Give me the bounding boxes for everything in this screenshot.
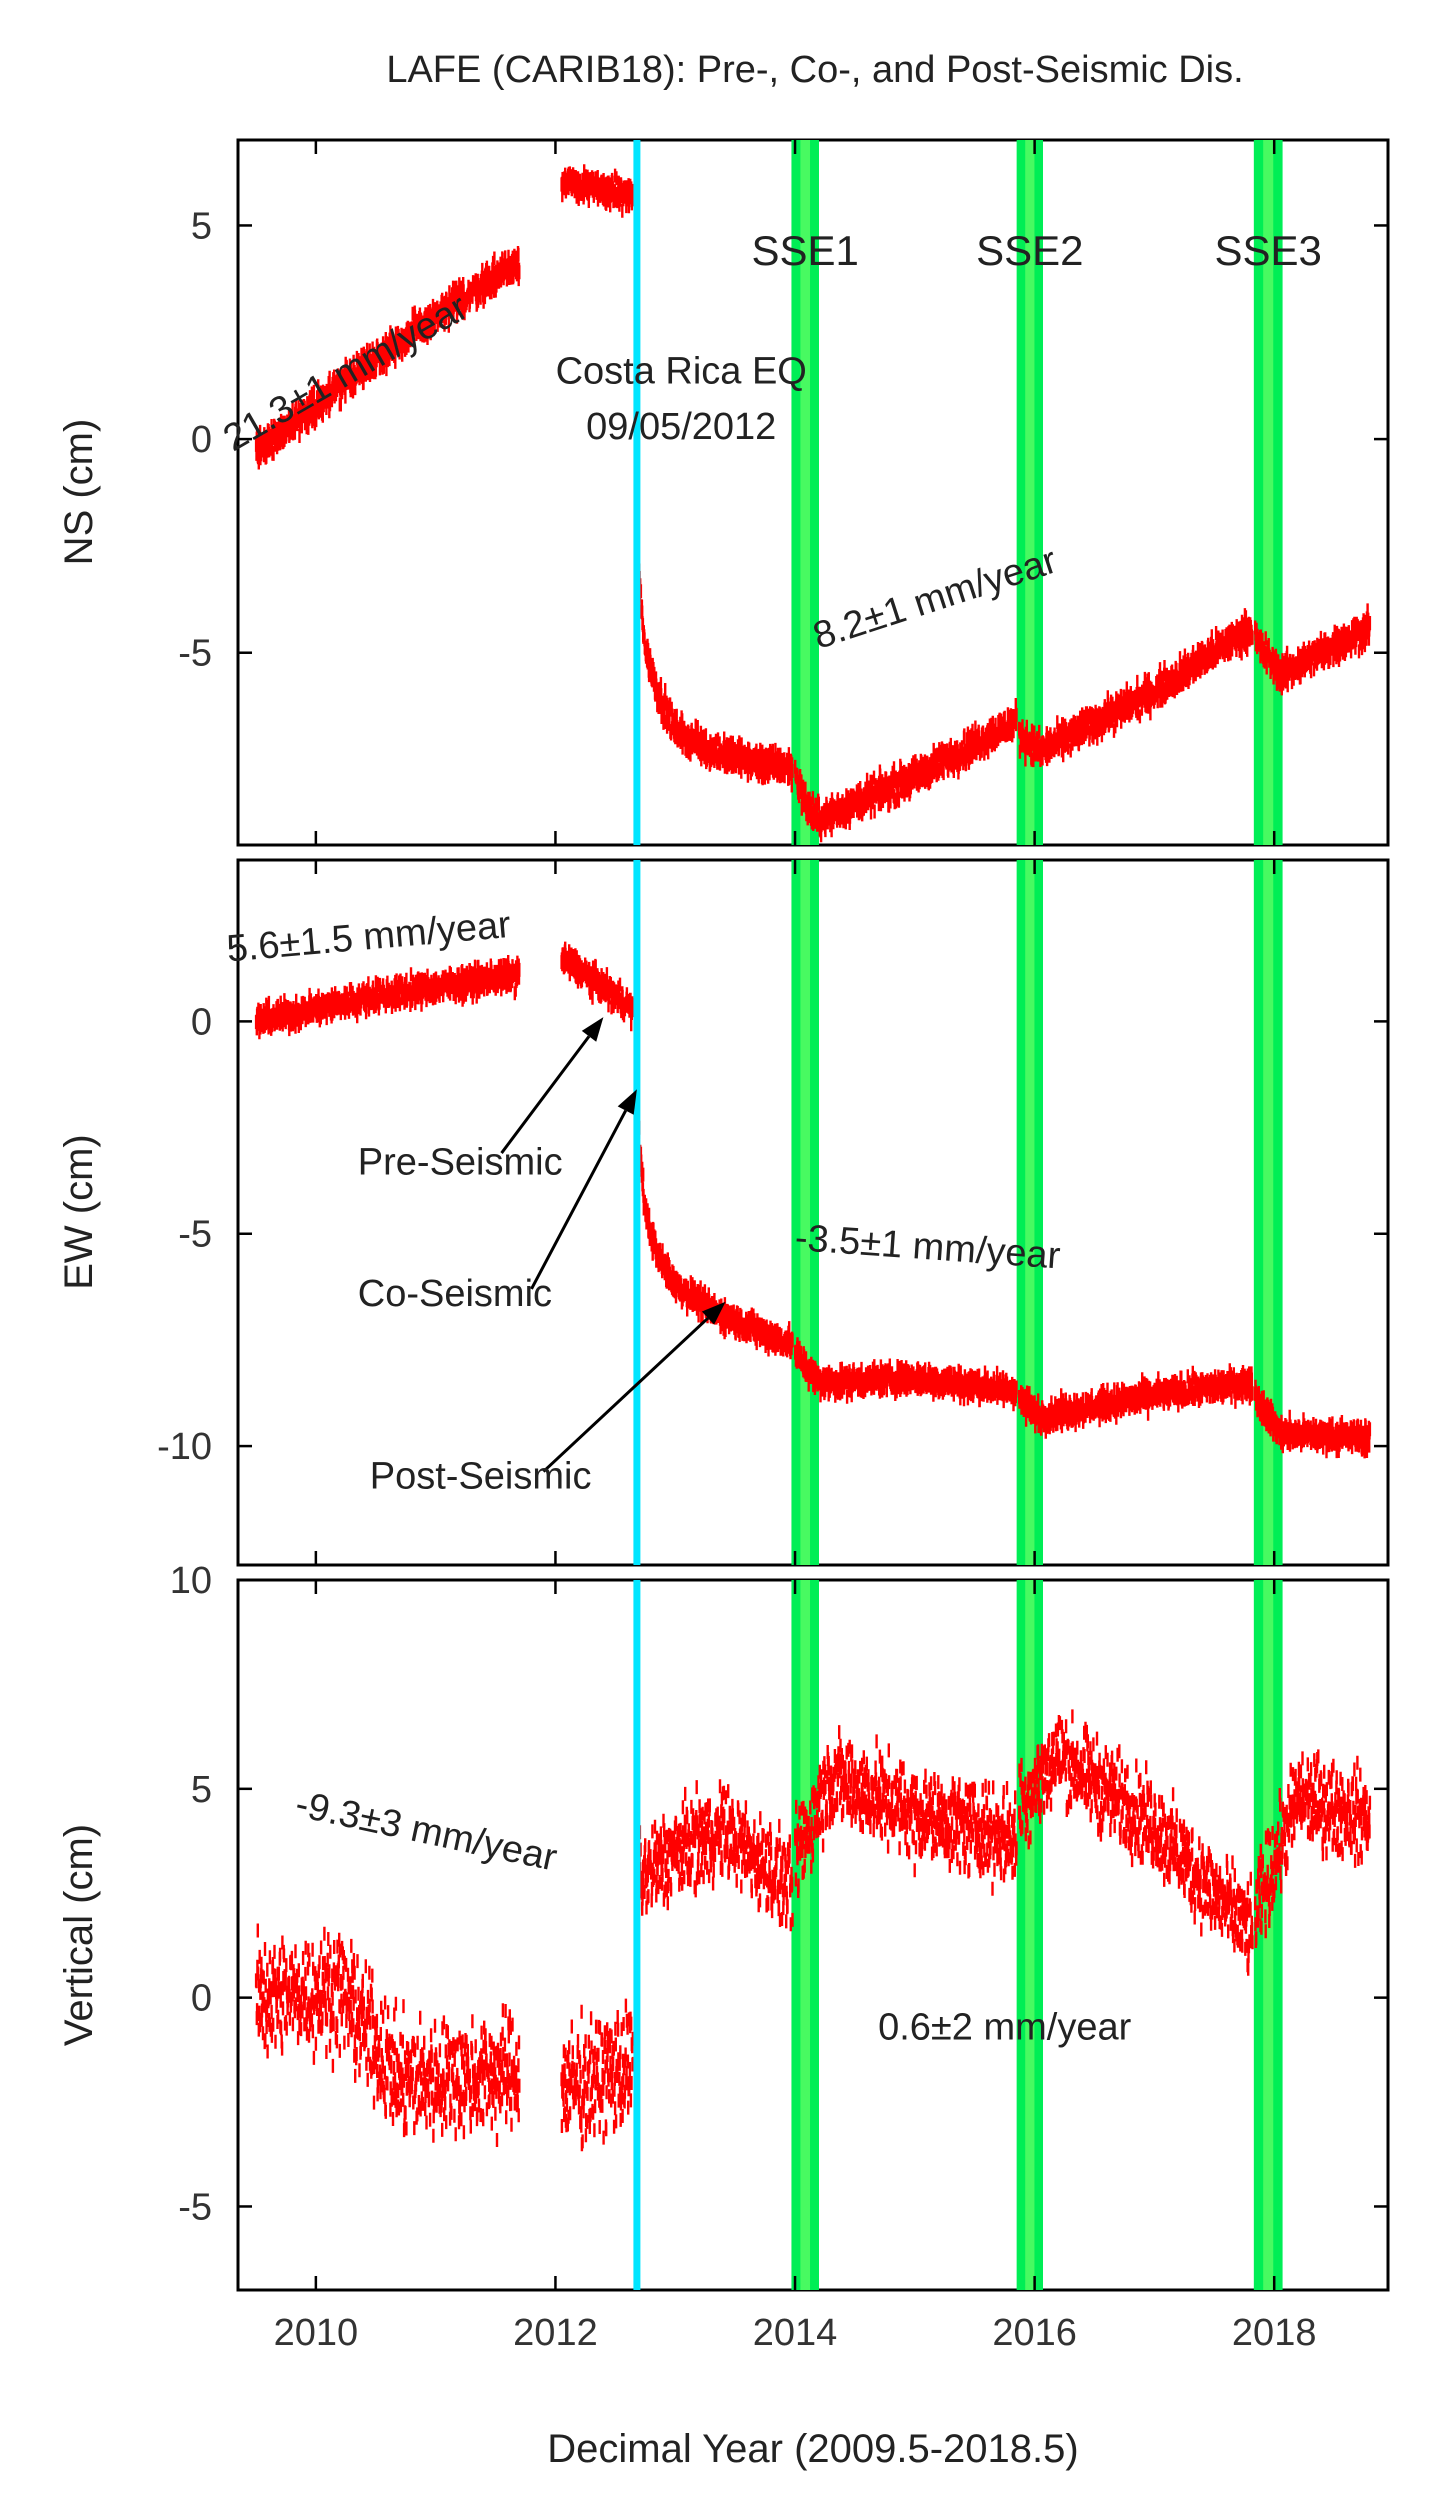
sse-label-3: SSE3 [1215,227,1322,274]
series-segment-4-vertical [794,1725,1018,1898]
annotation-ns-2: Costa Rica EQ [556,351,807,393]
series-segment-6-ns [1254,603,1372,696]
annotation-arrow-1 [500,1017,604,1154]
annotation-arrow-head-3 [701,1301,726,1325]
y-tick-label-vertical-0: 0 [191,1978,212,2020]
ylabel-vertical: Vertical (cm) [57,1824,101,2046]
y-tick-label-ew--5: -5 [178,1214,212,1256]
data-points-ew-1 [254,955,521,1040]
sse-core-2-vertical [1025,1580,1035,2290]
y-tick-label-ew--10: -10 [157,1426,212,1468]
x-tick-label-2014: 2014 [753,2312,838,2354]
annotation-ew-3: Co-Seismic [358,1273,552,1315]
x-tick-label-2010: 2010 [274,2312,359,2354]
annotation-arrow-shaft-3 [542,1316,710,1473]
sse-core-1-vertical [800,1580,811,2290]
x-tick-labels: 2010 2012 2014 2016 2018 [274,2312,1317,2354]
series-segment-5-ns [1018,608,1254,768]
data-points-vertical-4 [794,1725,1018,1898]
sse-core-3-ns [1263,140,1274,845]
ylabel-ew: EW (cm) [57,1134,101,1290]
annotation-ew-4: Post-Seismic [370,1456,592,1498]
data-points-ns-2 [560,164,635,218]
series-segment-2-vertical [560,1998,635,2152]
data-points-vertical-5 [1018,1709,1254,1976]
series-segment-2-ew [560,941,635,1032]
x-axis-label: Decimal Year (2009.5-2018.5) [547,2427,1078,2471]
sse-core-2-ns [1025,140,1035,845]
y-tick-label-vertical-10: 10 [170,1560,212,1602]
y-tick-label-ns-0: 0 [191,419,212,461]
data-points-vertical-6 [1254,1749,1372,1948]
annotation-arrow-shaft-2 [530,1109,628,1290]
sse-label-1: SSE1 [752,227,859,274]
annotation-arrow-shaft-1 [500,1035,591,1154]
series-segment-4-ew [794,1337,1018,1412]
data-points-vertical-1 [254,1923,521,2147]
chart-title: LAFE (CARIB18): Pre-, Co-, and Post-Seis… [386,49,1243,91]
series-segment-1-vertical [254,1923,521,2147]
y-tick-label-ns-5: 5 [191,205,212,247]
sse-core-1-ew [800,860,811,1565]
sse-label-2: SSE2 [976,227,1083,274]
series-segment-4-ns [794,698,1018,843]
sse-core-3-vertical [1263,1580,1274,2290]
sse-core-1-ns [800,140,811,845]
data-points-ns-4 [794,698,1018,843]
data-points-ew-2 [560,941,635,1032]
annotation-arrow-head-2 [617,1089,637,1115]
series-segment-2-ns [560,164,635,218]
data-points-ns-5 [1018,608,1254,768]
annotation-arrow-3 [542,1301,726,1473]
series-segment-5-vertical [1018,1709,1254,1976]
y-tick-label-vertical-5: 5 [191,1769,212,1811]
data-points-ew-4 [794,1337,1018,1412]
annotation-vertical-2: 0.6±2 mm/year [878,2006,1132,2048]
x-tick-label-2012: 2012 [513,2312,598,2354]
series-segment-1-ew [254,955,521,1040]
ylabel-ns: NS (cm) [57,419,101,566]
data-points-ew-5 [1018,1363,1254,1439]
x-tick-label-2018: 2018 [1232,2312,1317,2354]
annotation-ew-2: Pre-Seismic [358,1141,563,1183]
series-segment-6-ew [1254,1379,1372,1459]
y-tick-label-ew-0: 0 [191,1001,212,1043]
annotation-ns-3: 09/05/2012 [586,406,776,448]
series-segment-6-vertical [1254,1749,1372,1948]
sse-core-2-ew [1025,860,1035,1565]
data-points-ns-6 [1254,603,1372,696]
series-segment-5-ew [1018,1363,1254,1439]
data-points-vertical-2 [560,1998,635,2152]
sse-core-3-ew [1263,860,1274,1565]
data-points-ew-6 [1254,1379,1372,1459]
y-tick-label-ns--5: -5 [178,633,212,675]
annotation-arrow-head-1 [581,1017,604,1042]
annotation-arrow-2 [530,1089,637,1290]
x-tick-label-2016: 2016 [992,2312,1077,2354]
panel-ew: -10-50 5.6±1.5 mm/yearPre-SeismicCo-Seis… [57,858,1390,1567]
data-points-ns-1 [254,246,521,470]
y-tick-label-vertical--5: -5 [178,2186,212,2228]
series-segment-1-ns [254,246,521,470]
